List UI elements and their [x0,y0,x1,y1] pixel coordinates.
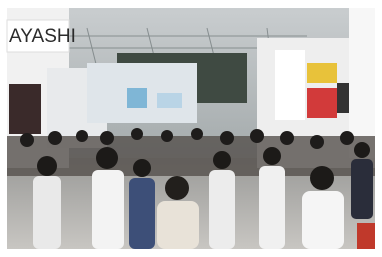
right-panel [275,50,305,120]
booth-screen [9,84,41,134]
booth-sign: AYASHI [9,26,76,47]
right-screen [337,83,349,113]
booth-accent [127,88,147,108]
right-accent [307,88,337,118]
right-sign [307,63,337,83]
booth-accent [157,93,182,108]
scene: AYASHI [7,8,375,249]
photo: AYASHI [0,0,382,257]
page: AYASHI [0,0,382,257]
